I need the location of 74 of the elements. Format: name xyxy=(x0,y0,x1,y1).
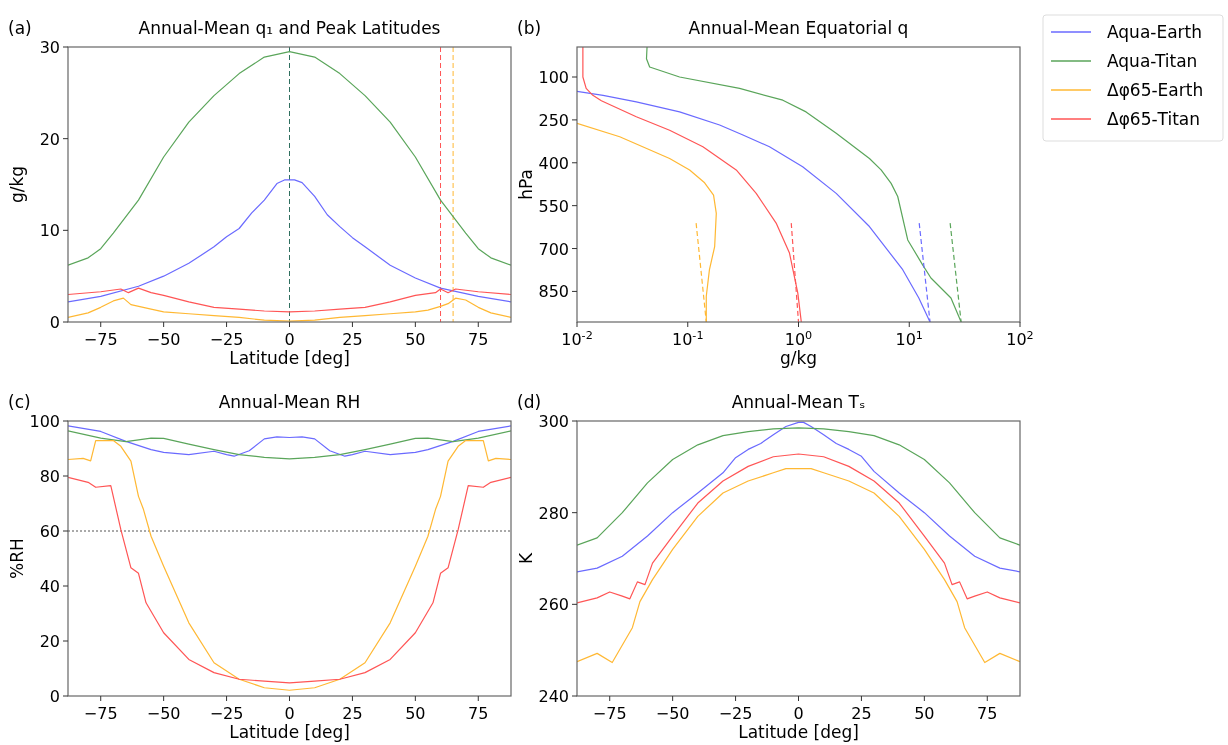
x-tick-label: 10$^{0}$ xyxy=(784,328,813,349)
y-tick-label: 0 xyxy=(49,313,60,332)
x-tick-label: 50 xyxy=(405,704,426,723)
line-series xyxy=(577,427,1020,546)
x-tick-label: 75 xyxy=(468,704,489,723)
y-tick-label: 10 xyxy=(39,221,60,241)
x-tick-label: −75 xyxy=(83,330,118,349)
y-tick-label: 20 xyxy=(39,129,60,149)
x-tick-label: 0 xyxy=(793,704,804,723)
x-tick-label: 0 xyxy=(284,330,295,349)
x-tick-label: 50 xyxy=(914,704,935,723)
x-tick-label: 25 xyxy=(342,330,363,349)
chart-title: Annual-Mean q₁ and Peak Latitudes xyxy=(138,18,441,38)
x-tick-label: −50 xyxy=(655,704,690,723)
x-axis-title: Latitude [deg] xyxy=(738,722,859,742)
y-tick-label: 280 xyxy=(538,503,569,523)
line-series xyxy=(68,439,511,691)
x-tick-label: 10$^{2}$ xyxy=(1006,328,1034,349)
text: (c) xyxy=(8,392,31,412)
line-series xyxy=(577,468,1020,664)
x-axis-title: g/kg xyxy=(779,348,818,368)
y-tick-label: 400 xyxy=(538,153,569,173)
y-tick-label: 30 xyxy=(39,38,60,57)
chart-title: Annual-Mean Equatorial q xyxy=(688,18,909,38)
x-tick-label: 75 xyxy=(977,704,998,723)
x-tick-label: −50 xyxy=(146,704,181,723)
legend-label: Δφ65-Earth xyxy=(1107,80,1204,100)
text: (d) xyxy=(517,392,542,412)
x-tick-label: 25 xyxy=(342,704,363,723)
x-tick-label: 50 xyxy=(405,330,426,349)
y-axis-title: g/kg xyxy=(7,165,27,204)
x-tick-label: −75 xyxy=(83,704,118,723)
text: (b) xyxy=(517,18,542,38)
y-tick-label: 850 xyxy=(538,282,569,302)
x-tick-label: 75 xyxy=(468,330,489,349)
x-tick-label: −50 xyxy=(146,330,181,349)
y-tick-label: 40 xyxy=(39,577,60,596)
x-axis-title: Latitude [deg] xyxy=(229,348,350,368)
y-axis-title: %RH xyxy=(7,538,27,579)
y-tick-label: 20 xyxy=(39,632,60,651)
line-series xyxy=(577,453,1020,604)
line-series xyxy=(68,476,511,684)
y-tick-label: 60 xyxy=(39,522,60,541)
text: (a) xyxy=(8,18,32,38)
x-axis-title: Latitude [deg] xyxy=(229,722,350,742)
y-tick-label: 100 xyxy=(29,412,60,431)
y-axis-title: hPa xyxy=(516,169,536,200)
y-tick-label: 0 xyxy=(49,687,60,706)
y-tick-label: 260 xyxy=(538,595,569,615)
x-tick-label: −25 xyxy=(718,704,753,723)
legend-label: Aqua-Titan xyxy=(1107,51,1198,71)
y-tick-label: 300 xyxy=(538,412,569,431)
x-tick-label: −25 xyxy=(209,704,244,723)
y-tick-label: 100 xyxy=(538,68,569,88)
chart-title: Annual-Mean RH xyxy=(218,392,361,412)
x-tick-label: 10$^{-1}$ xyxy=(671,328,704,349)
line-series xyxy=(68,50,511,266)
x-tick-label: 10$^{1}$ xyxy=(895,328,923,349)
y-axis-title: K xyxy=(516,552,536,565)
legend-label: Δφ65-Titan xyxy=(1107,109,1201,129)
line-series xyxy=(68,179,511,303)
y-tick-label: 250 xyxy=(538,110,569,130)
x-tick-label: 10$^{-2}$ xyxy=(561,328,593,349)
x-tick-label: −25 xyxy=(209,330,244,349)
line-series xyxy=(577,421,1020,573)
y-tick-label: 550 xyxy=(538,196,569,216)
x-tick-label: −75 xyxy=(592,704,627,723)
y-tick-label: 700 xyxy=(538,239,569,259)
x-tick-label: 0 xyxy=(284,704,295,723)
x-tick-label: 25 xyxy=(851,704,872,723)
chart-title: Annual-Mean Tₛ xyxy=(731,392,866,412)
y-tick-label: 240 xyxy=(538,687,569,706)
legend-label: Aqua-Earth xyxy=(1107,22,1203,42)
y-tick-label: 80 xyxy=(39,467,60,486)
